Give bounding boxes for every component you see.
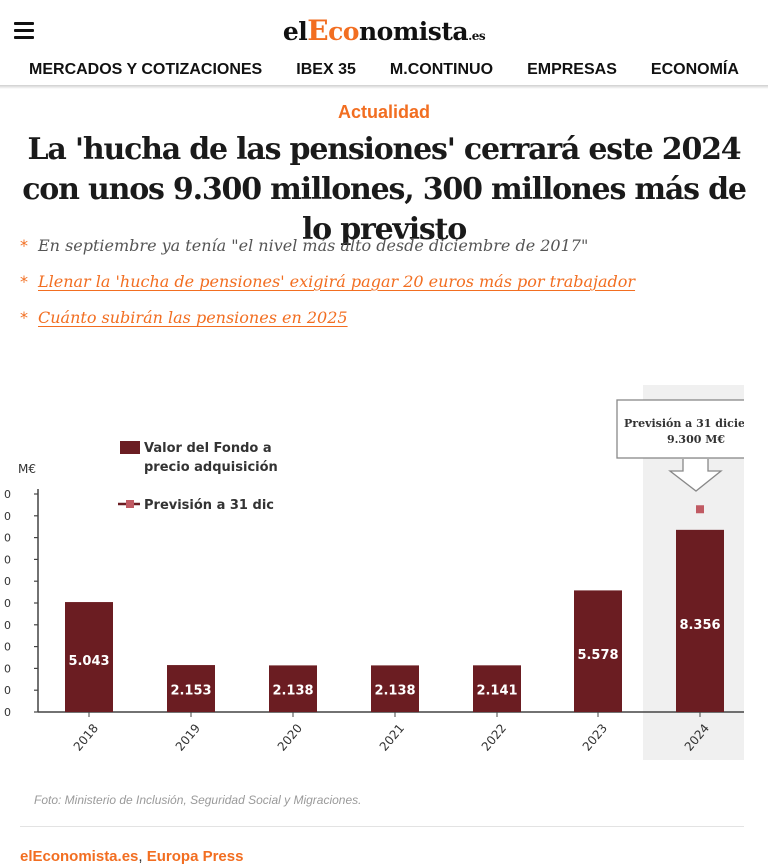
logo-text-e: E: [307, 14, 329, 47]
main-nav: MERCADOS Y COTIZACIONES IBEX 35 M.CONTIN…: [0, 56, 768, 86]
source-separator: ,: [138, 848, 143, 865]
bar-value-label: 5.578: [577, 648, 618, 663]
fund-value-bar-chart: M€ 0 0 0 0 0 0 0 0 0 0 0 5.043 2018 2.153 2019 2.138 2020…: [4, 385, 744, 760]
x-tick-label: 2022: [479, 721, 509, 753]
legend-label-fund-line2: precio adquisición: [144, 460, 278, 475]
related-bullets: * En septiembre ya tenía "el nivel más al…: [20, 234, 750, 342]
bar-value-label: 2.153: [170, 684, 211, 699]
logo-text-nomista: nomista: [358, 17, 469, 46]
bar-value-label: 5.043: [68, 654, 109, 669]
bar-2019: [167, 665, 215, 712]
image-caption: Foto: Ministerio de Inclusión, Seguridad…: [34, 793, 362, 807]
bar-2024: [676, 529, 724, 712]
bar-value-label: 2.141: [476, 684, 517, 699]
callout-text-line1: Previsión a 31 dicie: [624, 417, 744, 430]
y-axis-label: M€: [18, 462, 36, 476]
nav-ibex35[interactable]: IBEX 35: [296, 61, 356, 78]
bar-2022: [473, 665, 521, 712]
nav-economia[interactable]: ECONOMÍA: [650, 61, 739, 78]
y-tick-label: 0: [4, 662, 11, 675]
x-tick-label: 2018: [71, 721, 101, 753]
bar-2021: [371, 665, 419, 712]
bullet-star-icon: *: [20, 308, 28, 327]
legend-label-forecast: Previsión a 31 dic: [144, 498, 274, 513]
article-source: elEconomista.es, Europa Press: [20, 848, 243, 865]
logo-text-es: .es: [468, 29, 486, 43]
forecast-marker: [696, 505, 704, 514]
site-logo[interactable]: elEconomista.es: [0, 14, 768, 47]
callout-arrow-icon: [668, 459, 723, 492]
related-link-pensiones[interactable]: Cuánto subirán las pensiones en 2025: [38, 308, 348, 327]
top-bar: elEconomista.es: [0, 0, 768, 56]
source-europa-press[interactable]: Europa Press: [146, 848, 244, 865]
nav-divider: [0, 85, 768, 89]
y-tick-label: 0: [4, 684, 11, 697]
legend-marker-forecast: [126, 500, 134, 508]
logo-text-el: el: [282, 17, 308, 46]
x-tick-label: 2020: [275, 721, 305, 753]
article-chart-image: M€ 0 0 0 0 0 0 0 0 0 0 0 5.043 2018 2.153 2019 2.138 2020…: [0, 385, 744, 760]
callout-box: [616, 399, 744, 459]
hamburger-menu-icon[interactable]: [14, 22, 34, 40]
x-tick-label: 2021: [377, 721, 407, 753]
callout-text-line2: 9.300 M€: [667, 433, 725, 446]
nav-mercados[interactable]: MERCADOS Y COTIZACIONES: [29, 61, 263, 78]
related-link-hucha[interactable]: Llenar la 'hucha de pensiones' exigirá p…: [38, 272, 636, 291]
y-tick-label: 0: [4, 597, 11, 610]
y-tick-label: 0: [4, 510, 11, 523]
bullet-star-icon: *: [20, 236, 28, 255]
caption-divider: [20, 826, 744, 827]
y-tick-label: 0: [4, 641, 11, 654]
bar-value-label: 2.138: [272, 684, 313, 699]
x-tick-label: 2019: [173, 721, 203, 753]
bar-value-label: 8.356: [679, 618, 720, 633]
bar-2023: [574, 590, 622, 712]
nav-mcontinuo[interactable]: M.CONTINUO: [389, 61, 494, 78]
nav-empresas[interactable]: EMPRESAS: [527, 61, 617, 78]
y-tick-label: 0: [4, 553, 11, 566]
y-tick-label: 0: [4, 575, 11, 588]
bullet-item: * Cuánto subirán las pensiones en 2025: [20, 306, 750, 342]
y-tick-label: 0: [4, 488, 11, 501]
y-tick-label: 0: [4, 619, 11, 632]
bullet-star-icon: *: [20, 272, 28, 291]
y-tick-label: 0: [4, 532, 11, 545]
y-tick-label: 0: [4, 706, 11, 719]
source-economista[interactable]: elEconomista.es: [20, 848, 139, 865]
bar-2018: [65, 602, 113, 712]
bullet-item: * Llenar la 'hucha de pensiones' exigirá …: [20, 270, 750, 306]
bar-value-label: 2.138: [374, 684, 415, 699]
legend-swatch-fund: [120, 441, 140, 454]
article-headline: La 'hucha de las pensiones' cerrará este…: [22, 132, 747, 247]
x-tick-label: 2023: [580, 721, 610, 753]
section-label[interactable]: Actualidad: [337, 102, 430, 122]
legend-label-fund-line1: Valor del Fondo a: [144, 441, 272, 456]
bullet-text: En septiembre ya tenía "el nivel más alt…: [38, 236, 589, 255]
logo-text-co: co: [328, 17, 359, 46]
bar-2020: [269, 665, 317, 712]
bullet-item: * En septiembre ya tenía "el nivel más al…: [20, 234, 750, 270]
